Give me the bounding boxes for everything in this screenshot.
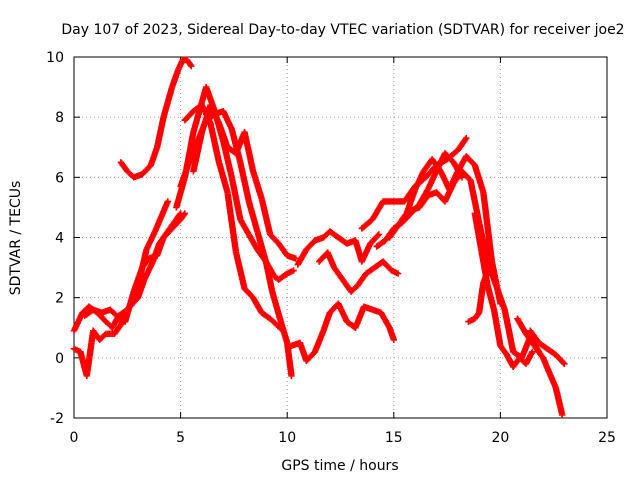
series-trace: [72, 199, 171, 378]
series-trace: [466, 265, 493, 325]
series-track-9: [294, 228, 383, 268]
series-trace: [515, 316, 566, 417]
series-trace: [289, 301, 397, 363]
series-track-3: [81, 210, 189, 325]
plot-points: [70, 56, 568, 419]
x-tick-label: 25: [598, 430, 616, 446]
axis-ticks: 0 5 10 15 20 25 -2 0 2 4 6 8 10: [46, 50, 616, 446]
series-trace: [317, 250, 400, 294]
series-track-2: [70, 198, 172, 380]
series-trace: [190, 103, 298, 262]
x-tick-label: 15: [385, 430, 403, 446]
series-track-11: [315, 249, 402, 295]
y-tick-label: 8: [55, 110, 64, 126]
y-tick-label: 2: [55, 291, 64, 307]
series-track-18: [514, 315, 566, 419]
series-track-4: [117, 56, 195, 181]
series-track-17: [465, 264, 493, 325]
y-tick-label: 4: [55, 231, 64, 247]
x-axis-label: GPS time / hours: [281, 458, 398, 474]
series-track-19: [527, 327, 568, 368]
chart-title: Day 107 of 2023, Sidereal Day-to-day VTE…: [61, 22, 624, 38]
x-tick-label: 20: [491, 430, 509, 446]
x-tick-label: 5: [176, 430, 185, 446]
y-tick-label: -2: [50, 411, 64, 427]
series-track-7: [190, 101, 299, 262]
y-tick-label: 0: [55, 351, 64, 367]
series-track-10: [288, 300, 397, 365]
series-trace: [295, 229, 381, 267]
y-axis-label: SDTVAR / TECUs: [8, 181, 24, 296]
series-trace: [82, 211, 188, 325]
series-trace: [182, 102, 285, 333]
series-trace: [528, 328, 567, 366]
x-tick-label: 0: [70, 430, 79, 446]
y-tick-label: 10: [46, 50, 64, 66]
x-tick-label: 10: [278, 430, 296, 446]
series-trace: [118, 56, 194, 180]
y-tick-label: 6: [55, 170, 64, 186]
series-track-8: [181, 101, 287, 334]
